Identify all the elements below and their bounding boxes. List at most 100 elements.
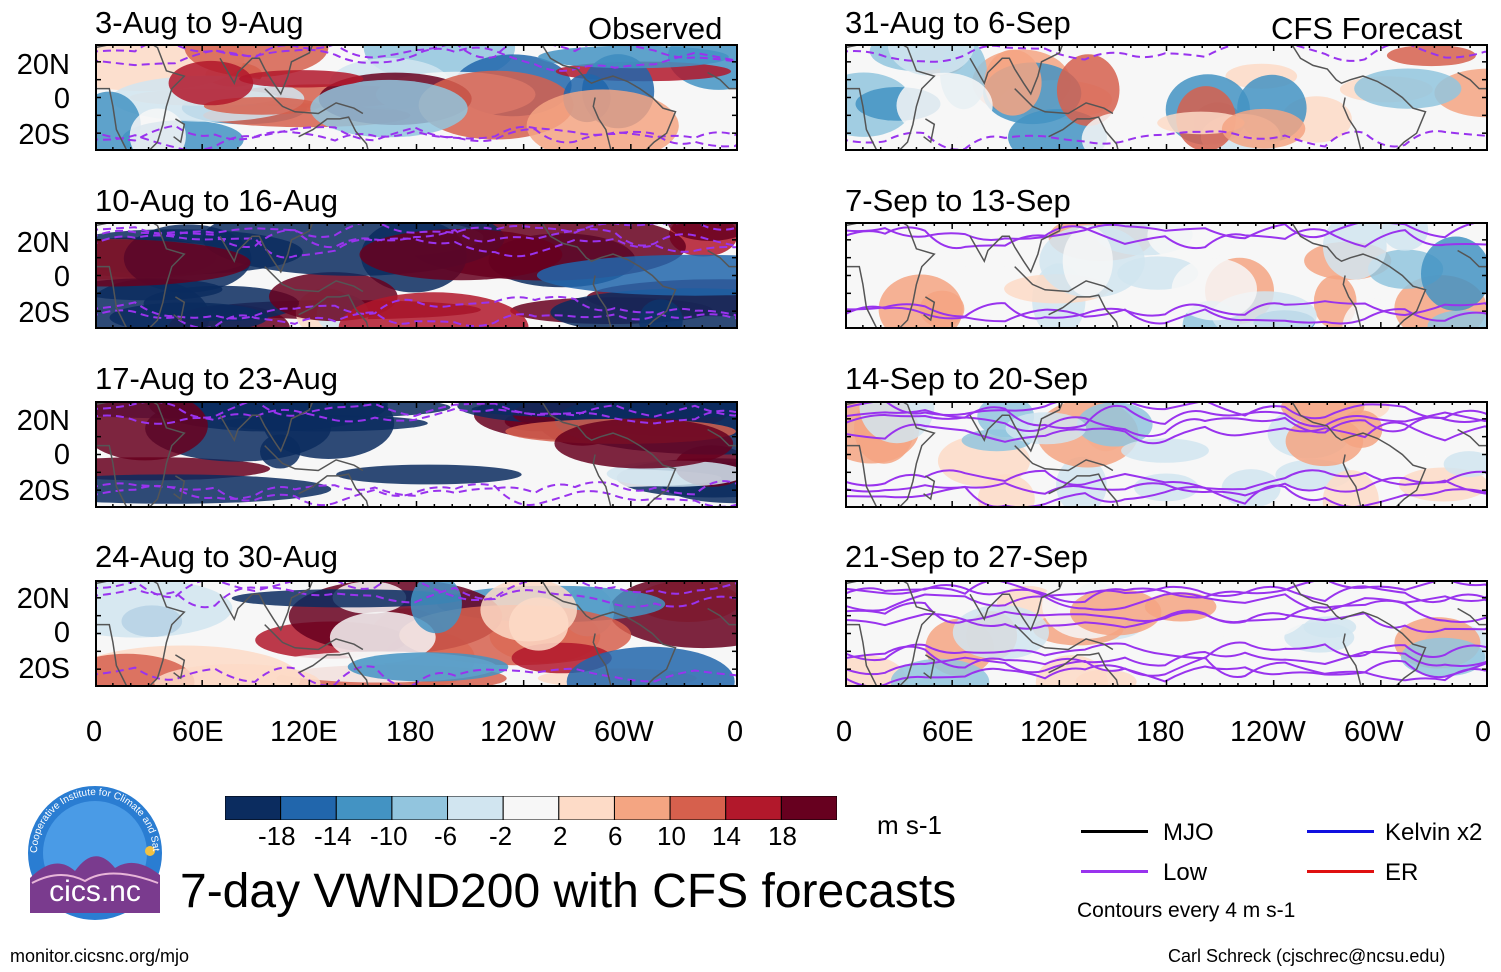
wind-anomaly-blob [95, 457, 271, 481]
wind-anomaly-blob [239, 70, 364, 88]
contour-line-low [845, 609, 1488, 633]
main-title: 7-day VWND200 with CFS forecasts [180, 865, 957, 918]
coastline [540, 44, 677, 151]
coastline [219, 222, 314, 274]
coastline [219, 44, 314, 96]
legend-line-low [1081, 870, 1148, 873]
coastline [173, 296, 186, 322]
panel-title-fcst-1: 31-Aug to 6-Sep [845, 5, 1071, 40]
colorbar-tick-label: -14 [314, 821, 352, 851]
contour-line-low [95, 124, 738, 142]
forecast-label: CFS Forecast [1271, 11, 1463, 46]
colorbar-swatch [780, 796, 837, 820]
colorbar-tick-label: 2 [553, 821, 568, 851]
colorbar-tick-label: 10 [657, 821, 686, 851]
coastline [298, 473, 370, 508]
legend-line-kelvin [1307, 830, 1374, 833]
coastline [1048, 116, 1120, 151]
lon-label: 120E [1020, 716, 1088, 748]
contour-line-low [845, 225, 1488, 250]
panel-title-obs-2: 10-Aug to 16-Aug [95, 183, 339, 218]
panel-title-fcst-3: 14-Sep to 20-Sep [845, 361, 1089, 396]
panel-title-fcst-2: 7-Sep to 13-Sep [845, 183, 1071, 218]
coastline [1290, 222, 1427, 329]
coastline [969, 44, 1064, 96]
coastline [1048, 652, 1120, 687]
coastline [923, 296, 936, 322]
coastline [592, 454, 612, 508]
contour-line-low [95, 480, 738, 500]
coastline [923, 118, 936, 144]
wind-anomaly-blob [526, 89, 679, 151]
lon-label: 180 [1136, 716, 1185, 748]
logo-text: cics.nc [49, 875, 141, 908]
lon-label: 120E [270, 716, 338, 748]
contour-line-low [845, 421, 1488, 445]
wind-anomaly-blob [554, 418, 734, 469]
lon-label: 60E [172, 716, 224, 748]
wind-anomaly-blob [1354, 68, 1462, 109]
wind-anomaly-blob [1077, 402, 1153, 447]
colorbar-tick-label: -18 [258, 821, 296, 851]
coastline [1014, 624, 1114, 651]
contour-line-low [845, 469, 1488, 491]
colorbar-tick-label: 14 [712, 821, 741, 851]
coastline [1048, 294, 1120, 329]
wind-anomaly-blob [95, 580, 233, 638]
map-panel-observed-1 [95, 44, 738, 151]
coastline [264, 624, 364, 651]
lat-label-eq: 0 [53, 617, 70, 649]
coastline [1457, 249, 1488, 268]
coastline [969, 222, 1064, 274]
coastline [592, 633, 612, 687]
wind-anomaly-blob [410, 580, 462, 634]
colorbar-swatch [447, 796, 504, 820]
wind-anomaly-blob [550, 288, 738, 329]
coastline [298, 652, 370, 687]
colorbar-tick-label: 6 [608, 821, 623, 851]
contour-line-low [95, 228, 738, 249]
contour-line-low [845, 641, 1488, 662]
contour-line-low [845, 130, 1488, 151]
footer-url[interactable]: monitor.cicsnc.org/mjo [10, 946, 190, 966]
wind-anomaly-blob [1443, 451, 1488, 478]
colorbar-tick-label: -2 [489, 821, 513, 851]
lat-label-eq: 0 [53, 261, 70, 293]
wind-anomaly-blob [260, 434, 301, 469]
contour-line-low [95, 483, 738, 508]
coastline [1457, 607, 1488, 626]
wind-anomaly-blob [878, 274, 963, 329]
panel-title-obs-1: 3-Aug to 9-Aug [95, 5, 304, 40]
contour-note: Contours every 4 m s-1 [1077, 899, 1296, 922]
contour-line-low [845, 222, 1488, 242]
lon-label: 0 [1475, 716, 1492, 748]
lat-label-20n: 20N [16, 227, 70, 259]
wind-anomaly-blob [1322, 470, 1379, 508]
wind-anomaly-blob [1322, 222, 1387, 280]
lat-label-eq: 0 [53, 83, 70, 115]
wind-anomaly-blob [1397, 412, 1441, 458]
coastline [707, 71, 738, 90]
wind-anomaly-blob [359, 229, 563, 281]
legend-label-kelvin: Kelvin x2 [1385, 819, 1483, 846]
coastline [173, 654, 186, 680]
coastline [1290, 580, 1427, 687]
contour-line-low [845, 476, 1488, 497]
coastline [173, 475, 186, 501]
contour-line-low [95, 586, 738, 609]
lon-label: 120W [480, 716, 556, 748]
coastline [1014, 266, 1114, 293]
coastline [592, 97, 612, 151]
wind-anomaly-blob [1386, 44, 1476, 67]
footer-credit: Carl Schreck (cjschrec@ncsu.edu) [1168, 946, 1446, 966]
contour-line-low [845, 300, 1488, 320]
contour-line-low [845, 645, 1488, 669]
coastline [923, 475, 936, 501]
wind-anomaly-blob [536, 254, 738, 296]
lat-label-20n: 20N [16, 583, 70, 615]
coastline [707, 428, 738, 447]
coastline [1342, 275, 1362, 329]
contour-line-low [845, 583, 1488, 604]
lon-label: 60E [922, 716, 974, 748]
coastline [298, 294, 370, 329]
